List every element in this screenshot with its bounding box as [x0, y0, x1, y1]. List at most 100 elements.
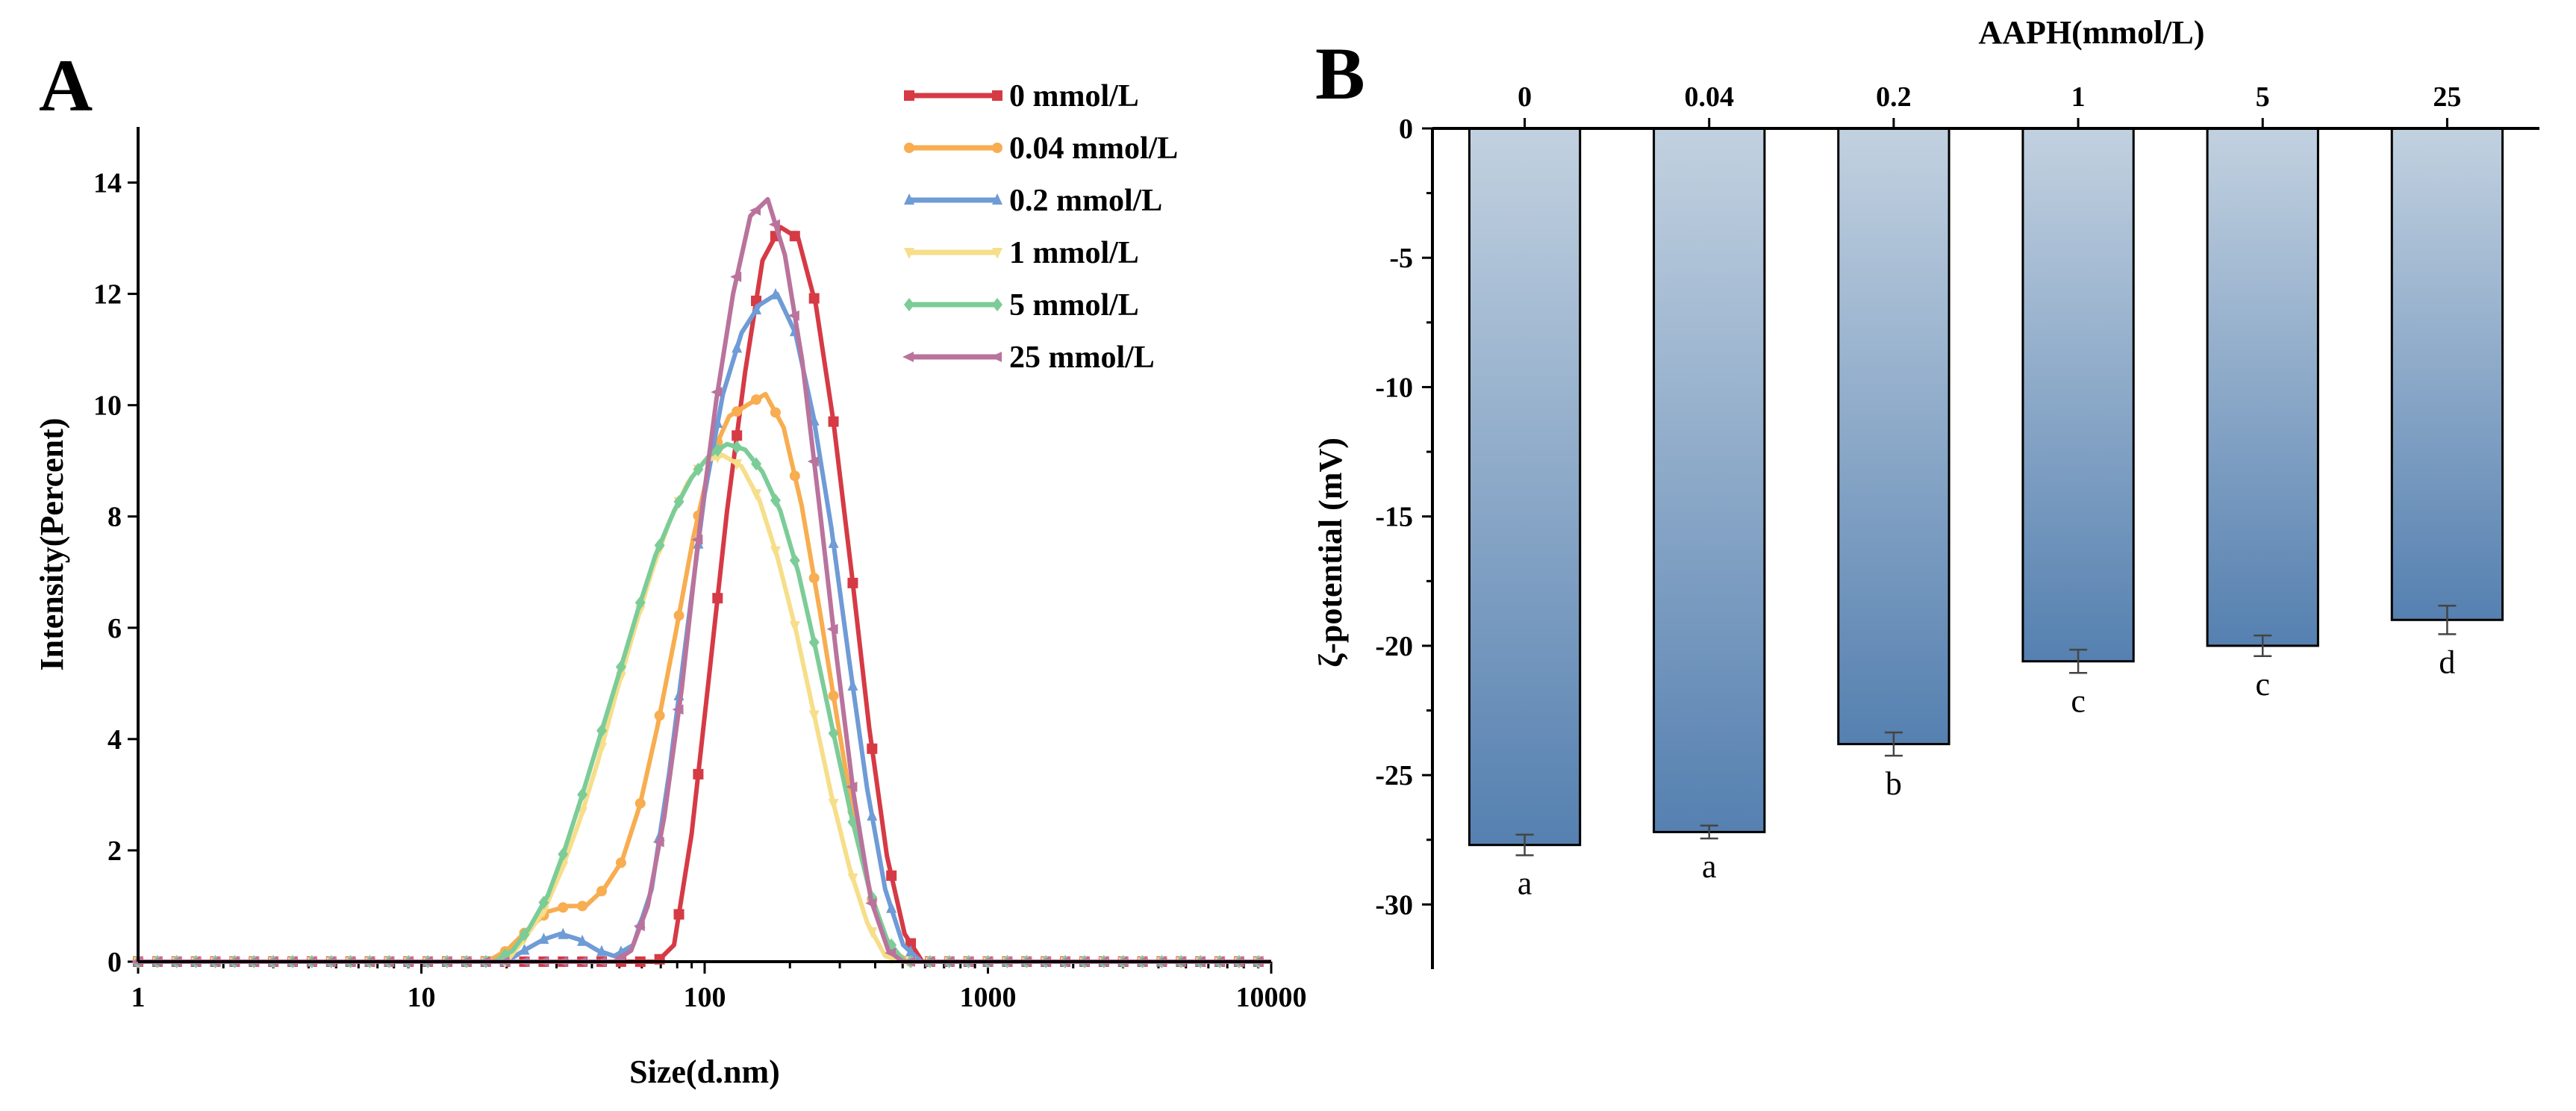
data-point: [828, 416, 839, 427]
data-point: [751, 303, 762, 315]
legend-item: 0.2 mmol/L: [904, 184, 1162, 218]
legend-marker: [902, 352, 914, 362]
legend-marker: [904, 248, 914, 259]
data-point: [789, 231, 800, 242]
panel-a-y-tick-label: 6: [107, 613, 122, 644]
data-point: [654, 538, 665, 553]
data-point: [905, 938, 917, 949]
data-point: [808, 293, 820, 304]
data-point: [789, 470, 800, 482]
data-point: [808, 573, 820, 584]
data-point: [788, 310, 799, 321]
data-point: [732, 440, 743, 454]
data-point: [712, 593, 723, 604]
legend-label: 5 mmol/L: [1009, 288, 1139, 323]
bar: [2021, 127, 2135, 663]
panel-b-y-tick-label: -25: [1375, 760, 1413, 791]
data-point: [749, 205, 761, 216]
data-point: [768, 219, 780, 230]
panel-a-x-axis-title: Size(d.nm): [629, 1054, 780, 1090]
bar: [2206, 127, 2319, 647]
data-point: [577, 934, 588, 946]
data-point: [732, 458, 743, 470]
data-point: [808, 635, 820, 650]
data-point: [596, 723, 608, 738]
data-point: [654, 710, 665, 721]
data-point: [672, 704, 684, 715]
data-point: [633, 921, 645, 932]
panel-b-y-tick-label: -15: [1375, 502, 1413, 533]
data-point: [577, 900, 588, 912]
legend-marker: [991, 352, 1002, 362]
panel-a-x-tick-label: 1000: [960, 982, 1017, 1013]
legend-item: 25 mmol/L: [902, 340, 1155, 375]
error-bar: [1700, 824, 1718, 840]
legend-marker: [992, 90, 1002, 101]
bar: [2390, 127, 2504, 621]
data-point: [751, 394, 762, 405]
panel-b-y-tick-label: -30: [1375, 889, 1413, 921]
data-point: [789, 621, 800, 633]
data-point: [751, 489, 762, 501]
data-point: [615, 660, 626, 674]
data-point: [770, 494, 781, 508]
data-point: [538, 933, 549, 944]
error-bar: [1515, 833, 1534, 856]
data-point: [732, 430, 743, 441]
data-point: [673, 494, 684, 508]
data-point: [886, 870, 897, 881]
data-point: [867, 809, 878, 821]
bar: [1468, 127, 1582, 847]
data-point: [673, 610, 684, 621]
data-point: [828, 798, 839, 810]
series-0: [133, 225, 1271, 967]
bar: [1837, 127, 1950, 746]
legend-label: 25 mmol/L: [1009, 340, 1155, 375]
panel-a-ticks: 0 2 4 6 8 10 12 14 1 10 100 1000 10000: [93, 168, 1307, 1013]
panel-a-x-tick-label: 100: [684, 982, 726, 1013]
panel-a-letter: A: [39, 44, 93, 127]
data-point: [615, 857, 626, 868]
significance-label: a: [1702, 848, 1717, 885]
error-bar: [2438, 604, 2457, 635]
data-point: [828, 690, 839, 701]
panel-a-y-tick-label: 8: [107, 502, 122, 533]
data-point: [691, 534, 703, 545]
panel-a-x-tick-label: 1: [131, 982, 146, 1013]
data-point: [730, 271, 742, 282]
significance-label: a: [1518, 865, 1532, 902]
panel-a-y-tick-label: 14: [93, 168, 122, 199]
panel-a-y-tick-label: 10: [93, 390, 122, 422]
legend-item: 1 mmol/L: [904, 236, 1139, 270]
panel-b-category-label: 25: [2433, 81, 2461, 113]
data-point: [885, 947, 896, 959]
data-point: [751, 457, 762, 471]
panel-b-letter: B: [1315, 32, 1365, 115]
panel-a-y-tick-label: 12: [93, 279, 122, 311]
significance-label: b: [1886, 765, 1902, 802]
data-point: [770, 287, 781, 299]
data-point: [865, 897, 877, 909]
panel-b-top-axis-title: AAPH(mmol/L): [1978, 14, 2204, 51]
panel-b-category-label: 0.04: [1685, 81, 1735, 113]
bar: [1653, 127, 1766, 833]
data-point: [693, 462, 704, 476]
panel-a-y-tick-label: 4: [107, 724, 122, 756]
data-point: [867, 927, 878, 939]
data-point: [693, 768, 704, 779]
legend-marker: [904, 143, 914, 153]
data-point: [807, 456, 819, 467]
panel-b-bars: a a b c c d: [1468, 127, 2504, 902]
data-point: [847, 873, 858, 885]
panel-b-y-tick-label: -20: [1375, 631, 1413, 662]
data-point: [538, 895, 549, 909]
data-point: [558, 847, 569, 862]
data-point: [519, 943, 530, 955]
legend-label: 0.2 mmol/L: [1009, 184, 1162, 218]
data-point: [732, 341, 743, 353]
data-point: [846, 781, 858, 792]
data-point: [886, 901, 897, 913]
legend-marker: [904, 90, 914, 101]
